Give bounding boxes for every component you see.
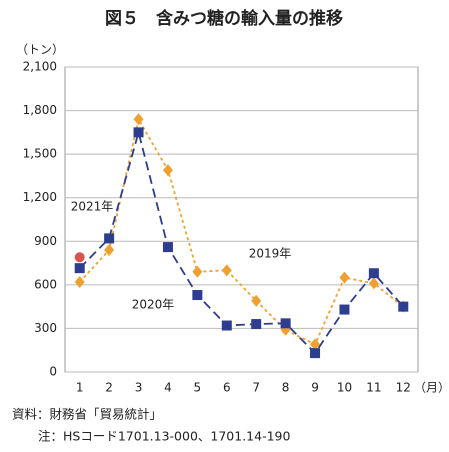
marker xyxy=(251,319,262,330)
x-tick-label: 8 xyxy=(282,381,290,395)
marker xyxy=(74,275,85,288)
marker xyxy=(310,338,321,351)
marker xyxy=(133,113,144,126)
x-unit: （月） xyxy=(414,381,449,395)
x-tick-label: 2 xyxy=(105,381,113,395)
y-tick-label: 1,800 xyxy=(23,103,57,117)
series-line xyxy=(79,128,404,355)
series-label: 2020年 xyxy=(132,298,175,312)
marker xyxy=(339,271,350,284)
y-tick-label: 300 xyxy=(34,321,57,335)
series-line xyxy=(79,116,404,346)
x-tick-label: 5 xyxy=(194,381,202,395)
x-tick-label: 4 xyxy=(164,381,172,395)
marker xyxy=(104,244,115,256)
y-tick-label: 2,100 xyxy=(23,60,57,74)
marker xyxy=(162,164,173,177)
series-label: 2019年 xyxy=(249,247,292,261)
marker xyxy=(192,290,203,301)
marker xyxy=(162,242,173,253)
marker xyxy=(74,252,85,263)
marker xyxy=(310,348,321,359)
y-unit: （トン） xyxy=(16,43,64,57)
x-tick-label: 1 xyxy=(76,381,84,395)
x-tick-label: 3 xyxy=(135,381,143,395)
y-tick-label: 0 xyxy=(49,365,57,379)
marker xyxy=(192,265,203,278)
x-tick-label: 7 xyxy=(252,381,260,395)
y-tick-label: 900 xyxy=(34,234,57,248)
marker xyxy=(339,304,350,315)
marker xyxy=(368,268,379,279)
y-tick-label: 1,200 xyxy=(23,190,57,204)
note: 注：HSコード1701.13-000、1701.14-190 xyxy=(38,429,291,444)
x-tick-label: 10 xyxy=(337,381,352,395)
chart-title: 図５ 含みつ糖の輸入量の推移 xyxy=(105,8,343,29)
marker xyxy=(280,318,291,329)
marker xyxy=(133,127,144,138)
marker xyxy=(251,294,262,307)
marker xyxy=(74,263,85,274)
y-tick-label: 600 xyxy=(34,277,57,291)
marker xyxy=(104,233,115,244)
x-tick-label: 9 xyxy=(311,381,319,395)
x-tick-label: 11 xyxy=(366,381,381,395)
marker xyxy=(398,301,409,312)
marker xyxy=(368,277,379,290)
y-tick-label: 1,500 xyxy=(23,147,57,161)
marker xyxy=(221,320,232,331)
x-tick-label: 6 xyxy=(223,381,231,395)
x-tick-label: 12 xyxy=(396,381,411,395)
series-label: 2021年 xyxy=(71,200,114,214)
marker xyxy=(221,264,232,277)
source: 資料：財務省「貿易統計」 xyxy=(12,407,162,422)
plot-frame xyxy=(64,66,419,373)
